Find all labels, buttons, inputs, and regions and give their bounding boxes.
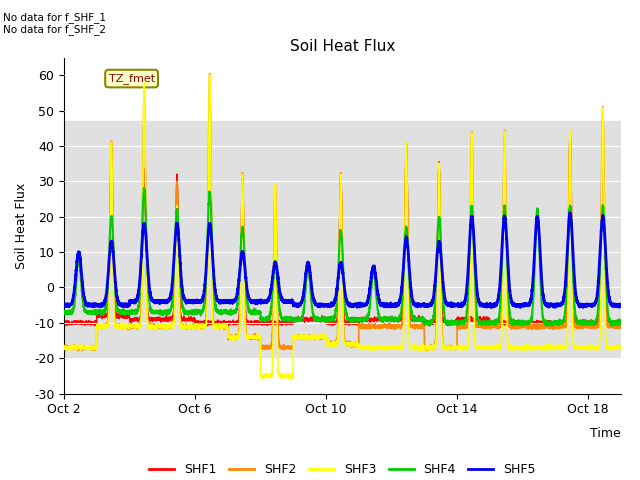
Text: No data for f_SHF_1
No data for f_SHF_2: No data for f_SHF_1 No data for f_SHF_2 [3, 12, 106, 36]
Bar [64, 121, 621, 358]
Y-axis label: Soil Heat Flux: Soil Heat Flux [15, 182, 28, 269]
Legend: SHF1, SHF2, SHF3, SHF4, SHF5: SHF1, SHF2, SHF3, SHF4, SHF5 [144, 458, 541, 480]
Text: Time: Time [590, 427, 621, 440]
Title: Soil Heat Flux: Soil Heat Flux [290, 39, 395, 54]
Text: TZ_fmet: TZ_fmet [109, 73, 155, 84]
